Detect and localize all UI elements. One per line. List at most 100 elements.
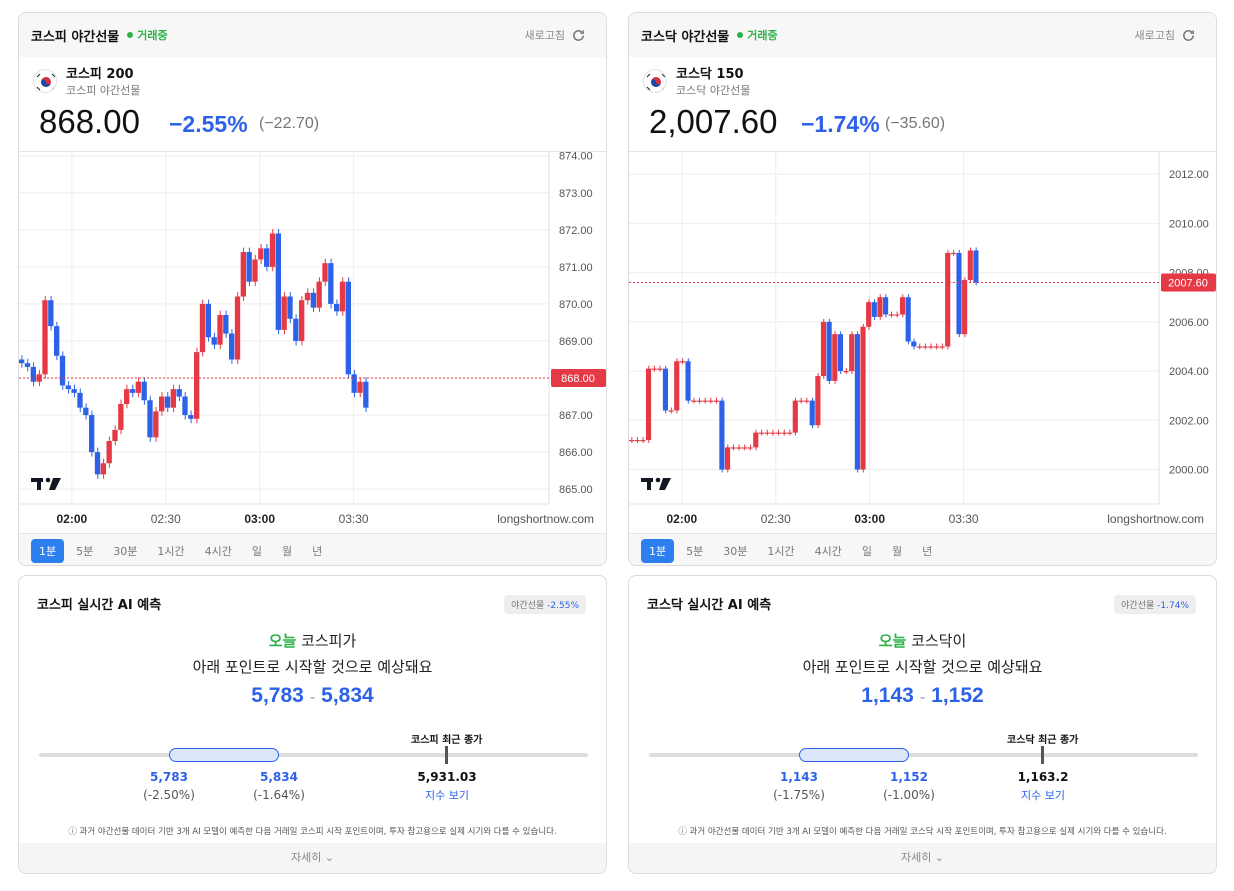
candle-body bbox=[322, 263, 328, 282]
price-tick-label: 867.00 bbox=[559, 410, 593, 422]
candle-body bbox=[883, 297, 889, 315]
candle-body bbox=[147, 400, 153, 438]
interval-tab[interactable]: 30분 bbox=[723, 544, 748, 558]
range-track bbox=[649, 753, 1198, 757]
change-percent: −1.74% bbox=[801, 111, 880, 137]
change-percent: −2.55% bbox=[169, 111, 248, 137]
candle-body bbox=[164, 396, 171, 408]
candle-body bbox=[645, 368, 652, 440]
candle-body bbox=[888, 314, 894, 316]
price-chart-svg[interactable]: 874.00 873.00 872.00 871.00 870.00 869.00 868.… bbox=[19, 152, 606, 532]
candle-body bbox=[962, 280, 968, 335]
prediction-range: 5,783-5,834 bbox=[19, 684, 606, 708]
interval-tab[interactable]: 일 bbox=[251, 544, 262, 558]
time-tick-label: 03:00 bbox=[244, 512, 275, 526]
today-label: 오늘 bbox=[878, 632, 907, 650]
time-tick-label: 02:00 bbox=[666, 512, 697, 526]
current-price-label: 2007.60 bbox=[1168, 277, 1208, 289]
message-rest: 코스피가 bbox=[296, 632, 357, 650]
candle-body bbox=[945, 252, 951, 347]
interval-tab[interactable]: 1시간 bbox=[157, 544, 185, 558]
candle-body bbox=[299, 300, 305, 341]
candle-body bbox=[42, 300, 48, 375]
interval-tab[interactable]: 1시간 bbox=[767, 544, 795, 558]
candle-body bbox=[234, 296, 241, 360]
kosdaq-prediction-card: 코스닥 실시간 AI 예측 야간선물 -1.74% 오늘 코스닥이 아래 포인트… bbox=[628, 575, 1217, 874]
view-index-link[interactable]: 지수 보기 bbox=[1021, 789, 1065, 802]
card-title: 코스피 야간선물 bbox=[31, 29, 120, 45]
price-tick-label: 2004.00 bbox=[1169, 366, 1209, 378]
candle-body bbox=[657, 368, 663, 370]
badge-prefix: 야간선물 bbox=[511, 601, 545, 611]
high-value: 5,834 bbox=[260, 770, 298, 784]
recent-close-label: 코스피 최근 종가 bbox=[411, 735, 483, 746]
refresh-button[interactable]: 새로고침 bbox=[525, 27, 586, 43]
candle-body bbox=[702, 400, 708, 402]
candle-body bbox=[933, 346, 939, 348]
price-tick-label: 866.00 bbox=[559, 447, 593, 459]
high-percent: (-1.00%) bbox=[883, 788, 935, 802]
more-details-button[interactable]: 자세히 ⌄ bbox=[19, 843, 606, 873]
candle-body bbox=[724, 447, 731, 470]
interval-tab[interactable]: 5분 bbox=[76, 544, 94, 558]
logo-slash bbox=[659, 478, 671, 490]
candle-body bbox=[753, 432, 759, 448]
low-value: 1,143 bbox=[780, 770, 818, 784]
candle-body bbox=[357, 381, 363, 393]
candle-body bbox=[849, 334, 855, 372]
interval-tab[interactable]: 년 bbox=[922, 544, 933, 558]
range-band bbox=[169, 748, 279, 762]
symbol-subtitle: 코스피 야간선물 bbox=[66, 84, 141, 97]
price-chart[interactable]: 2012.002010.002008.002006.002004.002002.… bbox=[629, 151, 1216, 531]
time-tick-label: 03:30 bbox=[949, 512, 979, 526]
price-chart[interactable]: 874.00 873.00 872.00 871.00 870.00 869.00 868.… bbox=[19, 151, 606, 531]
candle-body bbox=[94, 452, 101, 475]
candle-body bbox=[634, 440, 640, 442]
change-absolute: (−22.70) bbox=[259, 115, 320, 132]
futures-change-badge: 야간선물 -1.74% bbox=[1114, 595, 1196, 614]
change-absolute: (−35.60) bbox=[885, 115, 946, 132]
interval-tab[interactable]: 1분 bbox=[31, 538, 65, 563]
price-tick-label: 869.00 bbox=[559, 336, 593, 348]
symbol-name: 코스닥 150 bbox=[676, 67, 744, 82]
view-index-link[interactable]: 지수 보기 bbox=[425, 789, 469, 802]
refresh-button[interactable]: 새로고침 bbox=[1135, 27, 1196, 43]
interval-tab[interactable]: 4시간 bbox=[814, 544, 842, 558]
candle-body bbox=[316, 281, 322, 308]
interval-tab[interactable]: 1분 bbox=[641, 538, 675, 563]
low-value: 5,783 bbox=[150, 770, 188, 784]
candle-body bbox=[905, 297, 911, 342]
candle-body bbox=[229, 333, 235, 360]
price-chart-svg[interactable]: 2012.002010.002008.002006.002004.002002.… bbox=[629, 152, 1216, 532]
current-price-label: 868.00 bbox=[561, 373, 595, 385]
interval-tab[interactable]: 일 bbox=[861, 544, 872, 558]
time-tick-label: 02:30 bbox=[151, 512, 181, 526]
range-low: 5,783 bbox=[251, 684, 304, 707]
low-percent: (-2.50%) bbox=[143, 788, 195, 802]
candle-body bbox=[950, 252, 956, 255]
interval-tab[interactable]: 30분 bbox=[113, 544, 138, 558]
interval-tab[interactable]: 4시간 bbox=[204, 544, 232, 558]
logo-dot bbox=[655, 477, 661, 483]
range-high: 1,152 bbox=[931, 684, 984, 707]
candle-body bbox=[928, 346, 934, 348]
interval-tab[interactable]: 년 bbox=[312, 544, 323, 558]
candle-body bbox=[730, 447, 736, 449]
price-tick-label: 872.00 bbox=[559, 225, 593, 237]
interval-tab[interactable]: 5분 bbox=[686, 544, 704, 558]
more-details-button[interactable]: 자세히 ⌄ bbox=[629, 843, 1216, 873]
interval-tab[interactable]: 월 bbox=[282, 544, 293, 558]
candle-body bbox=[894, 314, 900, 316]
live-dot-icon bbox=[127, 32, 134, 38]
candle-body bbox=[304, 292, 311, 301]
candle-body bbox=[112, 429, 118, 442]
interval-tab[interactable]: 월 bbox=[892, 544, 903, 558]
candle-body bbox=[775, 432, 781, 434]
time-tick-label: 03:30 bbox=[339, 512, 369, 526]
interval-tabs: 1분 5분 30분 1시간 4시간 일 월 년 bbox=[629, 533, 1216, 565]
kosdaq-column: 코스닥 야간선물 거래중 새로고침 코스닥 150 코스닥 야간선물 2,007… bbox=[628, 0, 1217, 874]
last-price: 868.00 bbox=[39, 103, 140, 140]
prediction-title: 코스피 실시간 AI 예측 bbox=[37, 598, 162, 613]
range-band bbox=[799, 748, 909, 762]
status-label: 거래중 bbox=[137, 29, 168, 42]
